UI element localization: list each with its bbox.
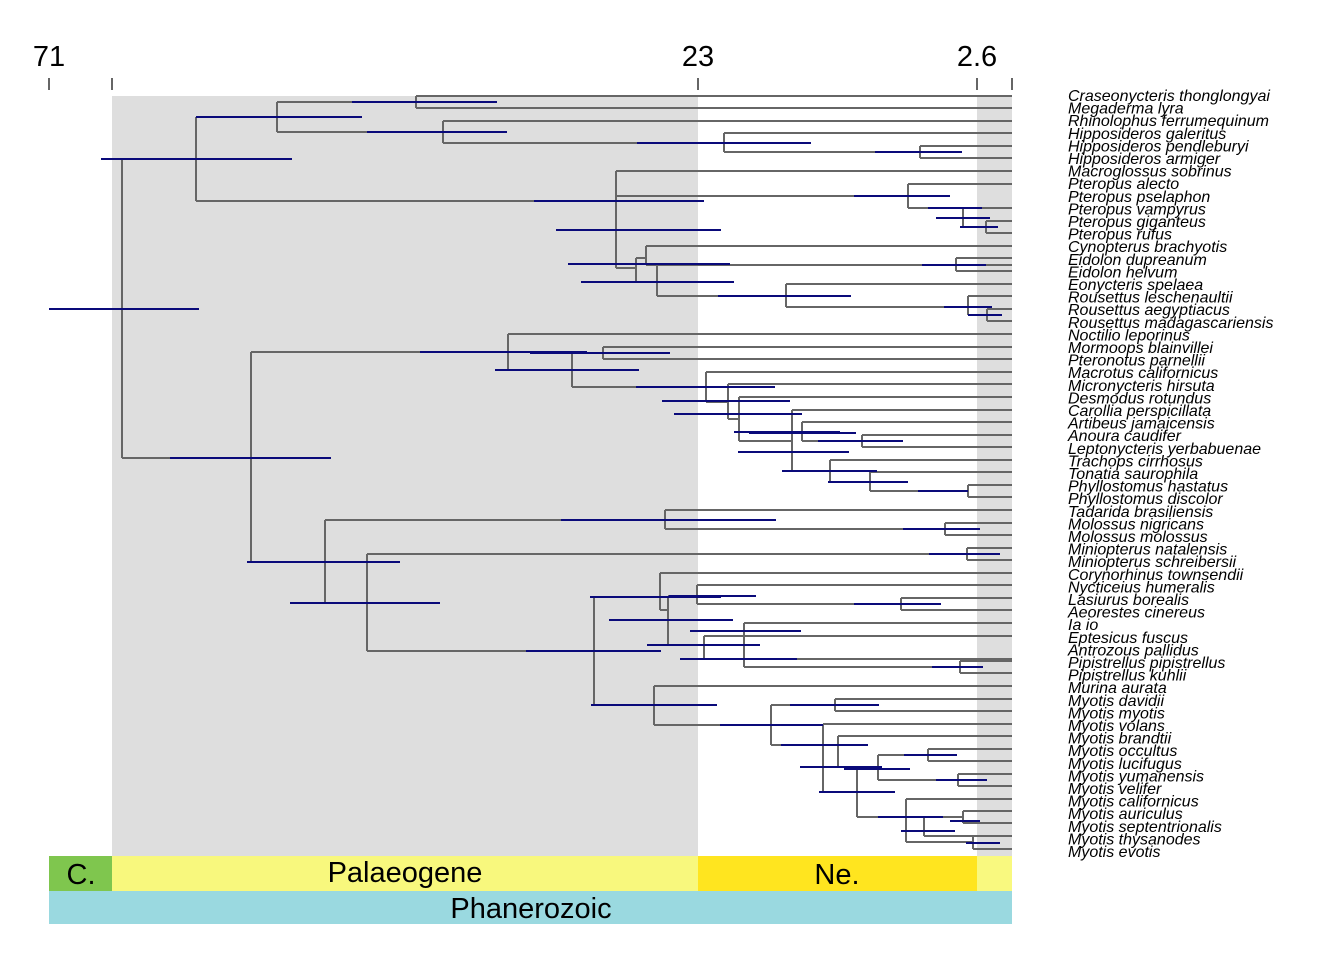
tip-label: Rousettus aegyptiacus: [1068, 302, 1230, 319]
tip-label: Aeorestes cinereus: [1067, 605, 1205, 622]
branch: [656, 264, 1012, 297]
tip-label: Pteropus pselaphon: [1068, 189, 1210, 206]
tip-label: Myotis occultus: [1068, 743, 1177, 760]
tick-label-2.6: 2.6: [957, 41, 997, 73]
tip-label: Eonycteris spelaea: [1068, 277, 1203, 294]
tip-label: Rousettus leschenaultii: [1068, 290, 1233, 307]
tip-label: Myotis yumanensis: [1068, 768, 1204, 785]
tip-label: Phyllostomus discolor: [1068, 491, 1223, 508]
tip-label: Pipistrellus pipistrellus: [1068, 655, 1225, 672]
tip-label: Nycticeius humeralis: [1068, 579, 1215, 596]
tip-label: Eptesicus fuscus: [1068, 630, 1188, 647]
tip-label: Murina aurata: [1068, 680, 1167, 697]
tip-label: Tonatia saurophila: [1068, 466, 1198, 483]
tip-label: Pteropus rufus: [1068, 227, 1172, 244]
tip-label: Artibeus jamaicensis: [1067, 416, 1215, 433]
tip-label: Myotis evotis: [1068, 844, 1160, 861]
period-bar: C. Palaeogene Ne.: [49, 856, 1012, 891]
tip-label: Hipposideros armiger: [1068, 151, 1221, 168]
branch: [905, 798, 1012, 843]
period-neogene: [698, 856, 977, 891]
tip-label: Carollia perspicillata: [1068, 403, 1211, 420]
tip-label: Rousettus madagascariensis: [1068, 315, 1273, 332]
tip-label: Pipistrellus kuhlii: [1068, 668, 1187, 685]
tip-label: Pteronotus parnellii: [1068, 353, 1205, 370]
period-cretaceous: [49, 856, 112, 891]
branch: [659, 572, 1012, 611]
tip-label: Myotis californicus: [1068, 794, 1199, 811]
tip-label: Mormoops blainvillei: [1068, 340, 1213, 357]
tip-label: Craseonycteris thonglongyai: [1068, 88, 1270, 105]
tick-label-71: 71: [33, 41, 65, 73]
quaternary-shade: [977, 96, 1012, 856]
tip-label: Molossus nigricans: [1068, 516, 1204, 533]
tip-label: Myotis septentrionalis: [1068, 819, 1222, 836]
tip-label: Micronycteris hirsuta: [1068, 378, 1215, 395]
tip-label: Eidolon helvum: [1068, 264, 1177, 281]
tip-label: Lasiurus borealis: [1068, 592, 1189, 609]
hpd-bars: [49, 101, 1002, 844]
tip-label: Pteropus alecto: [1068, 176, 1179, 193]
eon-label: Phanerozoic: [450, 893, 611, 925]
tip-label: Myotis auriculus: [1068, 806, 1183, 823]
tip-label: Pteropus vampyrus: [1068, 201, 1206, 218]
period-label-palaeogene: Palaeogene: [328, 857, 483, 889]
period-quaternary: [977, 856, 1012, 891]
tip-label: Phyllostomus hastatus: [1068, 479, 1228, 496]
tip-label: Corynorhinus townsendii: [1068, 567, 1244, 584]
tick-label-23: 23: [682, 41, 714, 73]
tip-label: Macroglossus sobrinus: [1068, 164, 1232, 181]
branch: [696, 584, 1012, 605]
tip-label: Myotis brandtii: [1068, 731, 1172, 748]
tip-label: Pteropus giganteus: [1068, 214, 1206, 231]
tip-label: Myotis myotis: [1068, 705, 1165, 722]
tip-label: Myotis davidii: [1068, 693, 1164, 710]
tip-label: Macrotus californicus: [1068, 365, 1218, 382]
eon-bar: Phanerozoic: [49, 891, 1012, 925]
tip-label: Myotis velifer: [1068, 781, 1162, 798]
tip-label: Eidolon dupreanum: [1068, 252, 1207, 269]
tip-label: Molossus molossus: [1068, 529, 1208, 546]
tip-label: Cynopterus brachyotis: [1068, 239, 1227, 256]
tip-label: Ia io: [1068, 617, 1098, 634]
eon-phanerozoic: [49, 891, 1012, 924]
tip-label: Myotis lucifugus: [1068, 756, 1182, 773]
tip-label: Noctilio leporinus: [1068, 327, 1190, 344]
tip-label: Hipposideros galeritus: [1068, 126, 1226, 143]
period-label-neogene: Ne.: [814, 859, 859, 891]
tip-label: Leptonycteris yerbabuenae: [1068, 441, 1261, 458]
tip-label: Tadarida brasiliensis: [1068, 504, 1213, 521]
tip-label: Desmodus rotundus: [1068, 390, 1211, 407]
branch: [703, 635, 1012, 660]
period-label-cretaceous: C.: [67, 859, 96, 891]
tip-label: Myotis thysanodes: [1068, 831, 1201, 848]
tip-label: Megaderma lyra: [1068, 101, 1184, 118]
tip-label: Hipposideros pendleburyi: [1068, 138, 1249, 155]
branch: [877, 754, 958, 781]
time-axis: [48, 78, 1013, 90]
palaeogene-shade: [112, 96, 698, 856]
tip-label: Rhinolophus ferrumequinum: [1068, 113, 1269, 130]
tip-label: Trachops cirrhosus: [1068, 453, 1203, 470]
period-palaeogene: [112, 856, 698, 891]
tip-label: Myotis volans: [1068, 718, 1165, 735]
tip-label: Miniopterus natalensis: [1068, 542, 1227, 559]
tip-label: Antrozous pallidus: [1067, 642, 1199, 659]
branch: [645, 245, 1012, 266]
tip-label: Anoura caudifer: [1067, 428, 1182, 445]
tip-label: Miniopterus schreibersii: [1068, 554, 1237, 571]
